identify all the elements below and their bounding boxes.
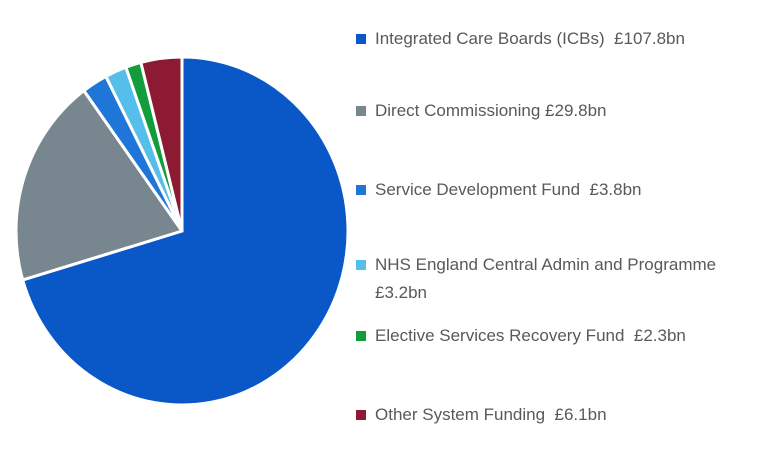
legend-item-nhs-england-central-admin-and-programme: NHS England Central Admin and Programme … <box>356 251 760 307</box>
legend-label: Integrated Care Boards (ICBs) £107.8bn <box>375 29 685 48</box>
legend-color-swatch <box>356 34 366 44</box>
pie-slice-other-system-funding <box>139 55 184 233</box>
legend-label: NHS England Central Admin and Programme … <box>375 255 721 302</box>
legend-item-service-development-fund: Service Development Fund £3.8bn <box>356 176 760 204</box>
pie-slice-integrated-care-boards-icbs <box>21 55 350 407</box>
legend-item-direct-commissioning: Direct Commissioning £29.8bn <box>356 97 760 125</box>
legend-color-swatch <box>356 410 366 420</box>
legend-label: Service Development Fund £3.8bn <box>375 180 642 199</box>
legend-label: Direct Commissioning £29.8bn <box>375 101 607 120</box>
legend-item-elective-services-recovery-fund: Elective Services Recovery Fund £2.3bn <box>356 322 760 350</box>
legend-item-other-system-funding: Other System Funding £6.1bn <box>356 401 760 429</box>
legend-label: Other System Funding £6.1bn <box>375 405 607 424</box>
legend-color-swatch <box>356 106 366 116</box>
legend-item-integrated-care-boards-icbs: Integrated Care Boards (ICBs) £107.8bn <box>356 25 760 53</box>
legend-label: Elective Services Recovery Fund £2.3bn <box>375 326 686 345</box>
legend-color-swatch <box>356 185 366 195</box>
legend-color-swatch <box>356 331 366 341</box>
pie-slice-direct-commissioning <box>14 89 184 282</box>
legend-color-swatch <box>356 260 366 270</box>
chart-legend: Integrated Care Boards (ICBs) £107.8bn Di… <box>356 0 760 456</box>
